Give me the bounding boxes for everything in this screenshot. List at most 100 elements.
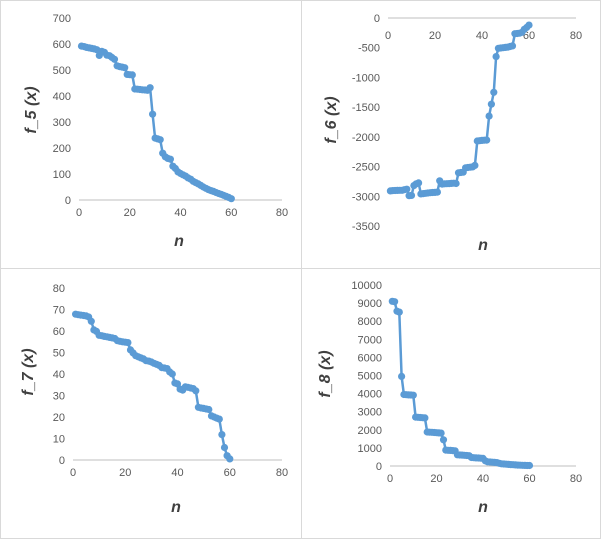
data-point: [218, 431, 226, 439]
data-point: [110, 55, 119, 63]
data-point: [205, 405, 213, 414]
y-tick-label: 50: [53, 348, 65, 360]
y-tick-label: 600: [53, 39, 71, 51]
data-point: [168, 370, 176, 378]
y-tick-label: 4000: [358, 389, 382, 401]
y-tick-label: 300: [53, 117, 71, 129]
data-point: [128, 71, 136, 79]
data-point: [439, 436, 448, 444]
y-tick-label: -500: [358, 43, 380, 55]
x-tick-label: 80: [276, 467, 288, 479]
y-tick-label: 0: [65, 195, 71, 207]
data-point: [409, 391, 417, 399]
data-point: [490, 88, 498, 96]
data-point: [403, 185, 411, 193]
y-tick-label: 7000: [358, 334, 382, 346]
series-line: [392, 300, 530, 467]
x-tick-label: 0: [387, 473, 393, 485]
series-line: [81, 44, 232, 200]
chart-1: 0 100 200 300 400 500 600 700 0 20 40 60 80 n f_5 (x): [23, 13, 288, 250]
data-point: [166, 155, 174, 163]
x-tick-label: 60: [225, 207, 237, 219]
chart-2: 0 -500 -1000 -1500 -2000 -2500 -3000 -3500 0 20 40…: [323, 13, 582, 254]
y-tick-label: 500: [53, 65, 71, 77]
chart-3: 0 10 20 30 40 50 60 70 80 0 20 40 60 80 n f_7 (x): [20, 283, 288, 516]
x-tick-label: 60: [523, 473, 535, 485]
x-tick-label: 80: [276, 207, 288, 219]
data-point: [525, 461, 534, 470]
y-tick-label: 200: [53, 143, 71, 155]
data-point: [525, 21, 533, 29]
y-tick-label: 6000: [358, 352, 382, 364]
x-tick-label: 20: [119, 467, 131, 479]
y-tick-label: 700: [53, 13, 71, 25]
x-tick-label: 20: [124, 207, 136, 219]
data-point: [421, 414, 429, 422]
x-tick-label: 20: [430, 473, 442, 485]
data-point: [121, 64, 129, 72]
y-tick-label: 400: [53, 91, 71, 103]
data-point: [487, 100, 495, 108]
data-point: [146, 84, 154, 92]
data-point: [433, 188, 441, 196]
y-tick-label: -2000: [352, 132, 380, 144]
data-point: [215, 415, 223, 423]
y-tick-label: 2000: [358, 425, 382, 437]
data-point: [398, 372, 406, 380]
data-point: [227, 195, 235, 203]
y-tick-label: 8000: [358, 316, 382, 328]
x-tick-label: 0: [76, 207, 82, 219]
x-tick-label: 0: [70, 467, 76, 479]
x-axis-title: n: [478, 499, 488, 516]
x-tick-label: 60: [224, 467, 236, 479]
y-axis-title: f_8 (x): [317, 350, 334, 397]
y-axis-title: f_7 (x): [20, 348, 37, 395]
y-tick-label: 0: [376, 461, 382, 473]
y-tick-label: 100: [53, 169, 71, 181]
data-point: [492, 53, 500, 61]
x-tick-label: 40: [174, 207, 186, 219]
y-tick-label: 0: [374, 13, 380, 25]
y-tick-label: -2500: [352, 162, 380, 174]
y-tick-label: 70: [53, 305, 65, 317]
data-point: [156, 136, 164, 144]
data-point: [437, 429, 445, 437]
y-tick-label: 5000: [358, 371, 382, 383]
y-tick-label: -3000: [352, 191, 380, 203]
y-tick-label: 20: [53, 412, 65, 424]
y-tick-label: 80: [53, 283, 65, 295]
y-tick-label: 10000: [351, 280, 382, 292]
y-tick-label: 1000: [358, 443, 382, 455]
x-tick-label: 80: [570, 473, 582, 485]
data-point: [395, 308, 403, 316]
x-tick-label: 40: [171, 467, 183, 479]
y-tick-label: 3000: [358, 407, 382, 419]
x-tick-label: 40: [476, 30, 488, 42]
data-point: [485, 112, 493, 120]
data-point: [407, 191, 416, 199]
x-axis-title: n: [478, 237, 488, 254]
x-tick-label: 20: [429, 30, 441, 42]
y-tick-label: 10: [53, 434, 65, 446]
data-point: [471, 161, 479, 169]
y-tick-label: 60: [53, 326, 65, 338]
x-axis-title: n: [171, 499, 181, 516]
data-point: [226, 455, 234, 463]
y-tick-label: 40: [53, 369, 65, 381]
data-point: [192, 387, 200, 395]
data-point: [483, 136, 491, 144]
y-tick-label: 30: [53, 391, 65, 403]
x-tick-label: 60: [523, 30, 535, 42]
y-tick-label: 0: [59, 455, 65, 467]
data-point: [87, 317, 95, 325]
data-point: [508, 42, 517, 50]
data-point: [149, 110, 157, 118]
y-axis-title: f_5 (x): [23, 86, 40, 133]
x-tick-label: 0: [385, 30, 391, 42]
y-tick-label: -3500: [352, 221, 380, 233]
y-axis-title: f_6 (x): [323, 96, 340, 143]
data-point: [415, 179, 423, 187]
y-tick-label: 9000: [358, 298, 382, 310]
